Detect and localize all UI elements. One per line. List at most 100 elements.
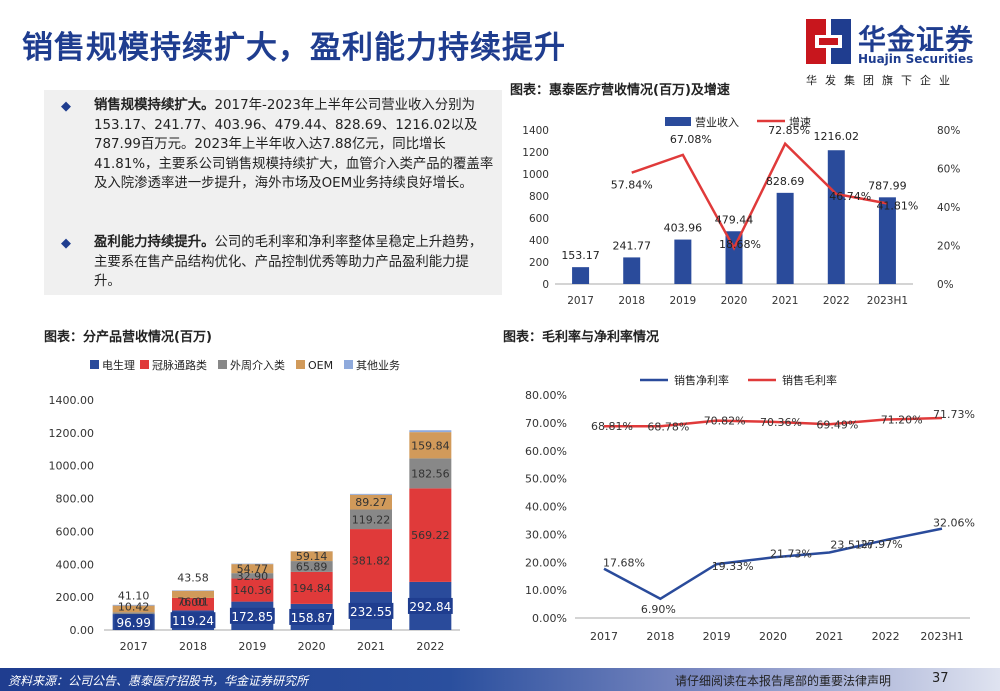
x-tick-label: 2020 [298, 640, 326, 653]
stacked-segment [290, 561, 333, 572]
x-tick-label: 2023H1 [867, 295, 908, 307]
legend-swatch [90, 360, 99, 369]
x-tick-label: 2021 [815, 630, 843, 643]
segment-value-label: 159.84 [411, 439, 450, 452]
revenue-bar [623, 257, 641, 284]
segment-value-label: 172.85 [231, 610, 273, 624]
net-margin-label: 23.51% [830, 538, 872, 551]
net-margin-label: 17.68% [603, 557, 645, 570]
segment-value-label: 381.82 [352, 554, 391, 567]
x-tick-label: 2018 [646, 630, 674, 643]
legend-label: OEM [308, 359, 333, 372]
segment-value-label: 140.36 [233, 584, 271, 597]
stacked-segment [231, 564, 274, 574]
y-tick-label: 1200.00 [49, 427, 95, 440]
x-tick-label: 2018 [618, 295, 645, 307]
y2-tick-label: 0% [937, 279, 954, 291]
x-tick-label: 2017 [567, 295, 594, 307]
revenue-value-label: 403.96 [664, 222, 703, 235]
y-tick-label: 1200 [522, 147, 549, 159]
stacked-segment [290, 571, 333, 604]
gross-margin-label: 68.78% [647, 420, 689, 433]
legend-label: 增速 [789, 115, 811, 129]
page-number: 37 [932, 671, 949, 686]
y-tick-label: 0 [542, 279, 549, 291]
net-margin-label: 19.33% [712, 560, 754, 573]
logo-slogan: 华发集团旗下企业 [806, 74, 958, 87]
logo-english: Huajin Securities [858, 52, 974, 66]
company-logo: 华金证券 Huajin Securities 华发集团旗下企业 [806, 14, 976, 87]
logo-mark-icon [806, 19, 851, 64]
revenue-value-label: 828.69 [766, 175, 805, 188]
legend-label: 冠脉通路类 [152, 358, 207, 372]
revenue-value-label: 1216.02 [814, 130, 860, 143]
segment-value-label: 194.84 [292, 582, 331, 595]
net-margin-label: 32.06% [933, 517, 975, 530]
net-margin-label: 21.73% [770, 547, 812, 560]
legend-swatch [296, 360, 305, 369]
label-background [114, 614, 153, 631]
page-title: 销售规模持续扩大，盈利能力持续提升 [22, 30, 566, 66]
y-tick-label: 50.00% [525, 473, 567, 486]
x-tick-label: 2017 [120, 640, 148, 653]
legend-label: 销售净利率 [674, 373, 729, 387]
revenue-value-label: 479.44 [715, 213, 754, 226]
y-tick-label: 200 [529, 257, 549, 269]
stacked-segment [290, 551, 333, 562]
growth-rate-label: 72.85% [768, 124, 810, 137]
segment-value-label: 569.22 [411, 529, 450, 542]
stacked-segment [112, 604, 155, 606]
y2-tick-label: 80% [937, 125, 960, 137]
y-tick-label: 0.00% [532, 612, 567, 625]
bullet-text: 2017年-2023年上半年公司营业收入分别为153.17、241.77、403… [94, 98, 494, 191]
y-tick-label: 60.00% [525, 445, 567, 458]
x-tick-label: 2022 [416, 640, 444, 653]
stacked-segment [350, 493, 392, 495]
legend-label: 营业收入 [695, 115, 739, 129]
x-tick-label: 2020 [759, 630, 787, 643]
growth-rate-label: 67.08% [670, 133, 712, 146]
y-tick-label: 10.00% [525, 584, 567, 597]
label-background [348, 602, 394, 619]
gross-margin-label: 70.36% [760, 416, 802, 429]
revenue-bar [725, 231, 743, 284]
y-tick-label: 800.00 [56, 493, 95, 506]
margin-chart-title: 图表：毛利率与净利率情况 [503, 330, 660, 345]
revenue-value-label: 241.77 [612, 239, 651, 252]
x-tick-label: 2022 [823, 295, 850, 307]
bullet-text: 公司的毛利率和净利率整体呈稳定上升趋势，主要系在售产品结构优化、产品控制优秀等助… [94, 235, 483, 289]
gross-margin-label: 69.49% [816, 418, 858, 431]
segment-value-label: 54.77 [237, 563, 268, 576]
legend-label: 电生理 [102, 358, 135, 372]
x-tick-label: 2020 [721, 295, 748, 307]
product-chart-title: 图表：分产品营收情况(百万) [44, 330, 212, 345]
gross-margin-label: 70.82% [704, 415, 746, 428]
footer-notice: 请仔细阅读在本报告尾部的重要法律声明 [675, 674, 892, 688]
legend-swatch [140, 360, 149, 369]
y-tick-label: 30.00% [525, 528, 567, 541]
y-tick-label: 200.00 [56, 591, 95, 604]
revenue-value-label: 787.99 [868, 179, 907, 192]
summary-box: ◆ 销售规模持续扩大。2017年-2023年上半年公司营业收入分别为153.17… [44, 90, 502, 295]
x-tick-label: 2019 [703, 630, 731, 643]
bullet-lead: 盈利能力持续提升。 [94, 235, 215, 250]
net-margin-label: 6.90% [641, 603, 676, 616]
x-tick-label: 2022 [872, 630, 900, 643]
revenue-value-label: 153.17 [561, 249, 600, 262]
legend-label: 销售毛利率 [782, 373, 837, 387]
label-background [289, 608, 335, 625]
segment-value-label: 10.42 [118, 600, 149, 613]
legend-label: 外周介入类 [230, 358, 285, 372]
stacked-segment [350, 509, 392, 530]
stacked-segment [409, 432, 452, 459]
segment-value-label: 232.55 [350, 605, 392, 619]
growth-line [631, 141, 888, 251]
y-tick-label: 400.00 [56, 558, 95, 571]
segment-value-label: 89.27 [355, 496, 387, 509]
x-tick-label: 2019 [669, 295, 696, 307]
y2-tick-label: 60% [937, 164, 960, 176]
stacked-segment [231, 563, 274, 565]
footer-source: 资料来源：公司公告、惠泰医疗招股书，华金证券研究所 [8, 674, 309, 688]
net-margin-label: 27.97% [861, 538, 903, 551]
growth-rate-label: 46.74% [829, 190, 871, 203]
